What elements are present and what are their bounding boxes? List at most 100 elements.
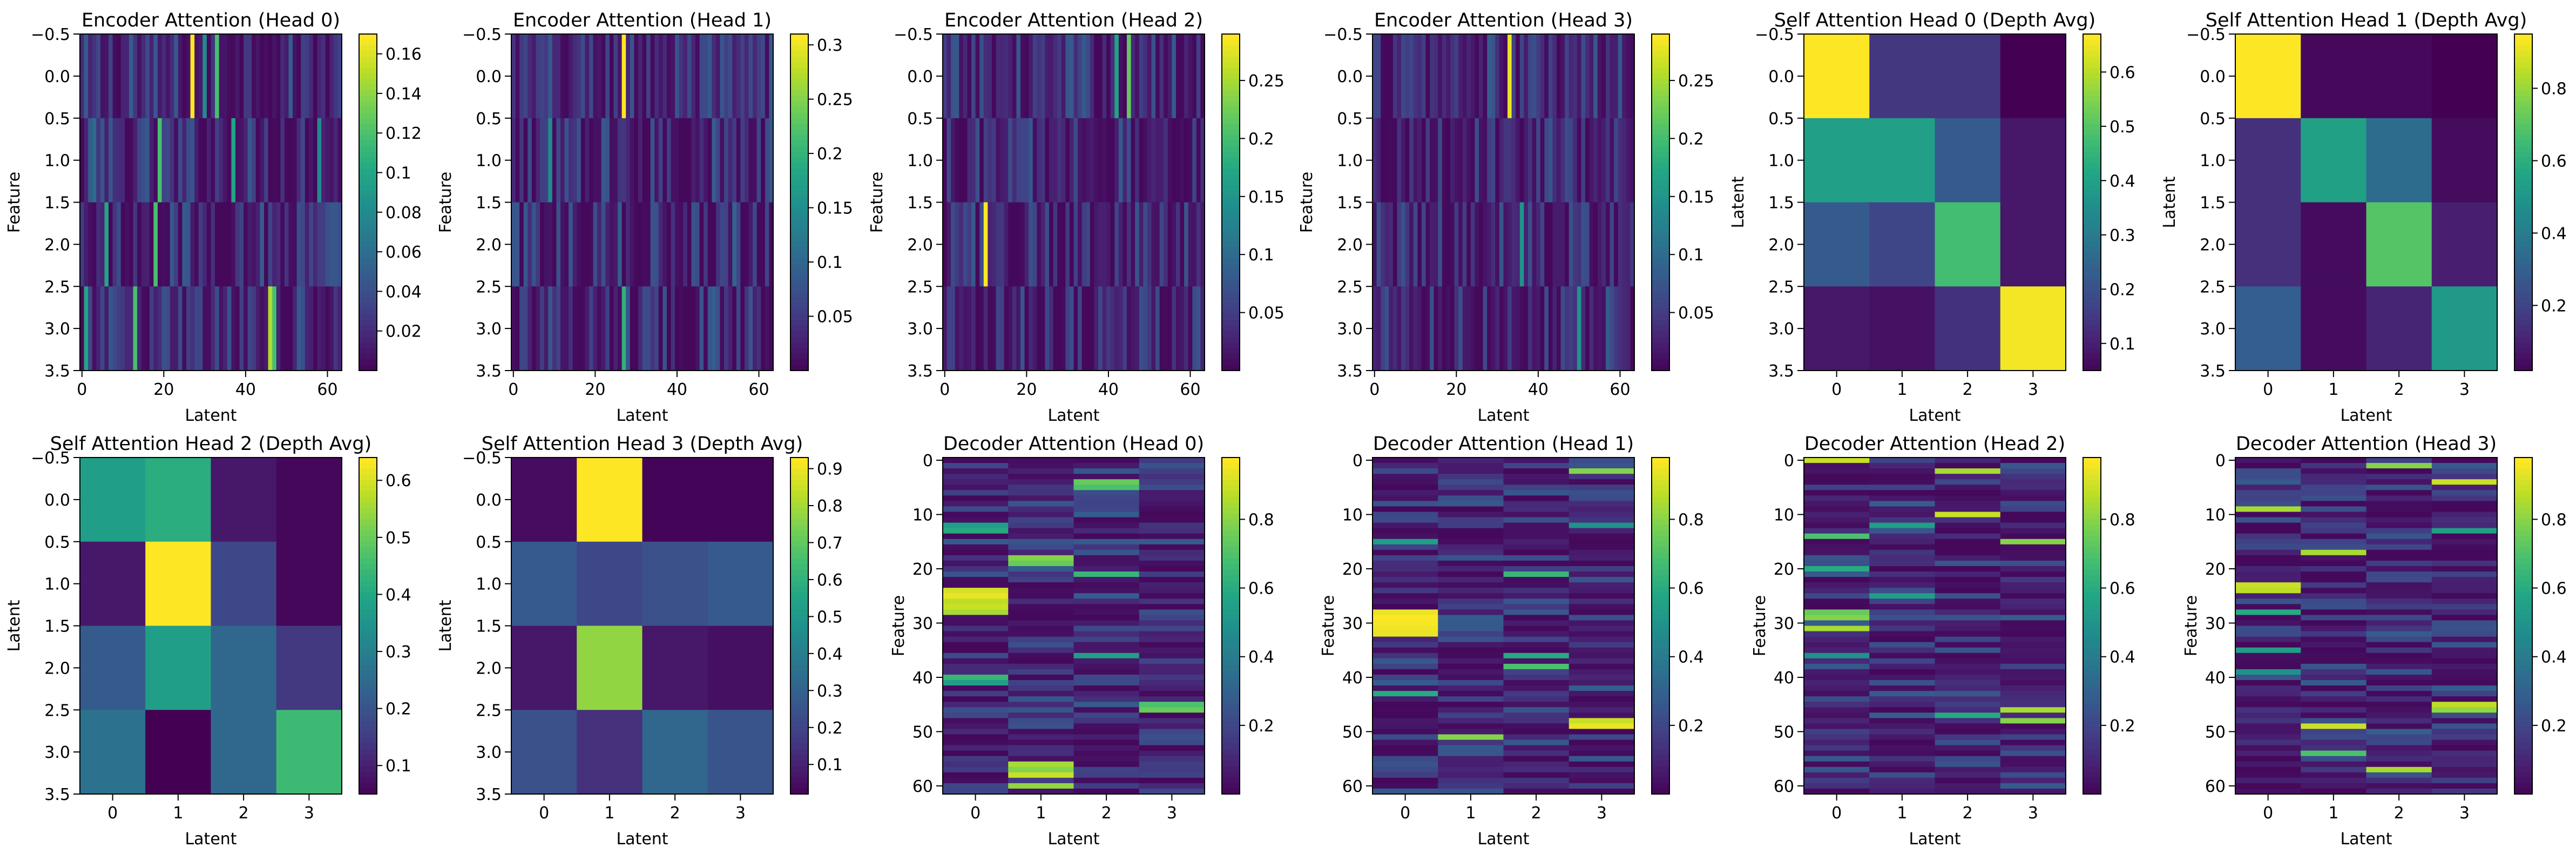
subplot-title: Decoder Attention (Head 2) [1804, 433, 2065, 455]
heatmap-cell [1446, 118, 1451, 203]
heatmap-cell [1470, 34, 1476, 119]
heatmap-cell [1557, 34, 1561, 119]
colorbar-segment [790, 704, 808, 711]
colorbar-segment [2083, 303, 2101, 310]
heatmap-cell [720, 118, 725, 203]
heatmap-cell [1061, 34, 1066, 119]
heatmap-cell [2000, 615, 2066, 621]
heatmap-cell [170, 118, 174, 203]
heatmap-cell [1804, 685, 1870, 691]
heatmap-cell [1568, 566, 1635, 572]
colorbar-segment [1652, 348, 1669, 354]
heatmap-cell [1372, 702, 1438, 708]
heatmap-cell [198, 202, 203, 287]
heatmap-cell [1568, 34, 1573, 119]
heatmap-cell [1536, 118, 1541, 203]
heatmap-cell [1000, 286, 1005, 371]
heatmap-cell [1438, 593, 1504, 599]
colorbar-segment [1652, 463, 1669, 469]
heatmap-cell [117, 202, 121, 287]
subplot-title: Self Attention Head 0 (Depth Avg) [1774, 10, 2095, 31]
heatmap-cell [1540, 34, 1545, 119]
colorbar-tick-label: 0.3 [386, 643, 411, 662]
heatmap-cell [552, 118, 557, 203]
heatmap-cell [1503, 788, 1570, 795]
colorbar-segment [2514, 524, 2532, 531]
heatmap-cell [1438, 528, 1504, 534]
colorbar-tick-label: 0.2 [1678, 130, 1704, 149]
heatmap-cell [707, 626, 774, 710]
heatmap-cell [1568, 463, 1635, 469]
heatmap-cell [1438, 522, 1504, 529]
heatmap-cell [2235, 202, 2301, 287]
heatmap-cell [1869, 750, 1936, 757]
heatmap-cell [1180, 202, 1185, 287]
colorbar-segment [1222, 325, 1240, 332]
colorbar-segment [359, 558, 377, 565]
heatmap-cell [1372, 636, 1438, 643]
heatmap-cell [1519, 34, 1524, 119]
heatmap-cell [247, 34, 252, 119]
heatmap-cell [946, 118, 951, 203]
heatmap-cell [679, 286, 684, 371]
heatmap-cell [613, 202, 618, 287]
colorbar-segment [1652, 264, 1669, 270]
colorbar-segment [2514, 783, 2532, 789]
y-tick-label: −0.5 [2186, 25, 2226, 44]
heatmap-cell [1614, 118, 1619, 203]
heatmap-cell [1935, 783, 2001, 789]
y-tick-label: 2.5 [1337, 278, 1363, 297]
heatmap-cell [946, 286, 951, 371]
heatmap-cell [1086, 202, 1091, 287]
heatmap-cell [1568, 555, 1635, 561]
heatmap-cell [593, 202, 598, 287]
heatmap-cell [325, 202, 330, 287]
heatmap-cell [1098, 118, 1103, 203]
heatmap-cell [112, 34, 117, 119]
heatmap-cell [654, 202, 659, 287]
heatmap-cell [1869, 642, 1936, 648]
colorbar-segment [1652, 743, 1669, 750]
heatmap-cell [1139, 582, 1205, 588]
colorbar-segment [2514, 331, 2532, 338]
heatmap-cell [211, 34, 215, 119]
heatmap-cell [1438, 702, 1504, 708]
heatmap-cell [1499, 202, 1504, 287]
y-tick-label: 3.0 [1337, 320, 1363, 339]
colorbar-segment [1652, 693, 1669, 700]
heatmap-cell [1372, 566, 1438, 572]
colorbar-segment [1652, 586, 1669, 593]
heatmap-cell [1536, 286, 1541, 371]
colorbar-segment [359, 225, 377, 231]
x-tick-label: 20 [1446, 380, 1466, 399]
colorbar-segment [2083, 51, 2101, 57]
heatmap-cell [2000, 734, 2066, 741]
colorbar-segment [1652, 575, 1669, 582]
colorbar-segment [790, 710, 808, 716]
heatmap-cell [1061, 118, 1066, 203]
heatmap-cell [1626, 202, 1631, 287]
heatmap-cell [1372, 485, 1438, 490]
heatmap-cell [1438, 788, 1504, 795]
colorbar-segment [1222, 146, 1240, 152]
colorbar-segment [1222, 480, 1240, 486]
heatmap-cell [2301, 663, 2367, 670]
heatmap-cell [943, 702, 1009, 708]
heatmap-cell [2366, 750, 2432, 757]
heatmap-cell [1372, 544, 1438, 550]
heatmap-cell [170, 34, 174, 119]
heatmap-cell [1568, 647, 1635, 654]
heatmap-cell [744, 202, 749, 287]
heatmap-cell [1869, 723, 1936, 730]
heatmap-cell [1073, 566, 1140, 572]
heatmap-cell [1405, 286, 1410, 371]
heatmap-cell [1372, 712, 1438, 718]
heatmap-cell [1935, 723, 2001, 730]
heatmap-cell [1139, 495, 1205, 501]
colorbar-segment [359, 575, 377, 582]
heatmap-cell [2000, 696, 2066, 702]
colorbar-segment [2514, 721, 2532, 728]
heatmap-cell [2301, 788, 2367, 795]
colorbar-segment [1222, 169, 1240, 175]
colorbar-segment [1222, 163, 1240, 169]
